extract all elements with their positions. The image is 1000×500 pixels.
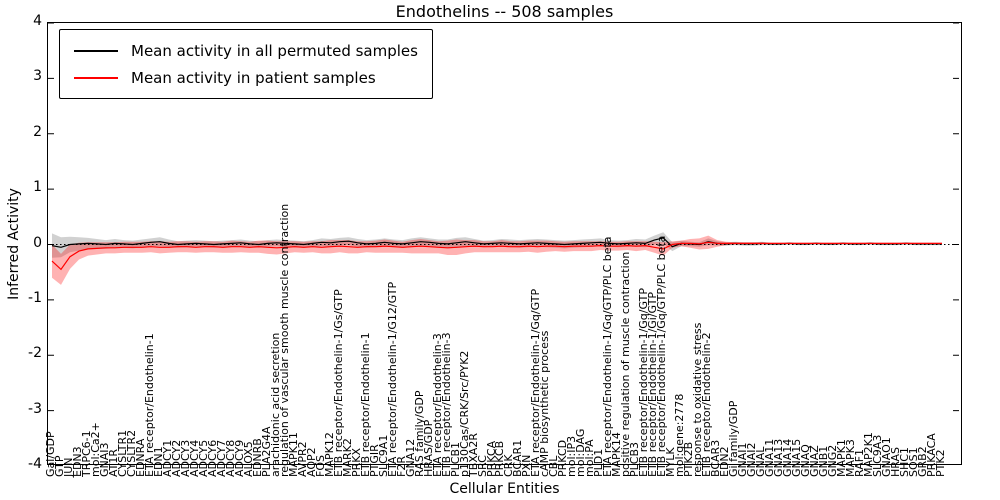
legend-line-red-icon bbox=[74, 76, 118, 79]
chart-title: Endothelins -- 508 samples bbox=[395, 2, 614, 21]
x-tick-label: PTK2 bbox=[934, 449, 947, 477]
legend: Mean activity in all permuted samples Me… bbox=[59, 29, 433, 99]
legend-label-permuted: Mean activity in all permuted samples bbox=[131, 41, 418, 60]
legend-entry-permuted: Mean activity in all permuted samples bbox=[74, 37, 418, 64]
y-tick-label: -3 bbox=[28, 400, 42, 417]
y-tick-label: 4 bbox=[33, 13, 42, 29]
y-tick-label: -1 bbox=[28, 289, 42, 306]
chart-canvas bbox=[48, 23, 959, 412]
x-axis-label: Cellular Entities bbox=[449, 481, 560, 497]
legend-entry-patient: Mean activity in patient samples bbox=[74, 64, 418, 91]
y-tick-label: 3 bbox=[33, 68, 42, 85]
y-tick-label: 0 bbox=[33, 234, 42, 251]
y-tick-label: -2 bbox=[28, 345, 42, 362]
legend-line-black-icon bbox=[74, 49, 118, 52]
x-tick-label: ETB receptor/Endothelin-1/Gq/GTP/PLC bet… bbox=[655, 235, 669, 477]
legend-label-patient: Mean activity in patient samples bbox=[131, 68, 376, 87]
y-tick-label: 1 bbox=[33, 179, 42, 196]
x-tick-label: ETA receptor/Endothelin-1/G12/GTP bbox=[385, 281, 399, 477]
y-tick-label: 2 bbox=[33, 123, 42, 140]
y-tick-label: -4 bbox=[28, 456, 42, 472]
